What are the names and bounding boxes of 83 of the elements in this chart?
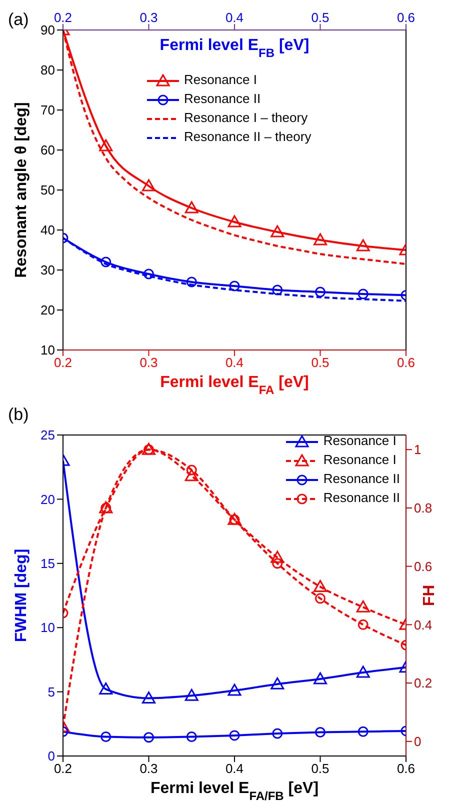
point	[99, 682, 113, 694]
point	[356, 239, 370, 252]
point	[186, 731, 197, 742]
point	[358, 288, 368, 300]
y-tick-label: 80	[40, 62, 55, 78]
y-tick-label: 20	[40, 492, 55, 507]
x-axis-title: Fermi level E$_{FA}$ [eV]	[160, 374, 309, 397]
x-axis-title: Fermi level E$_{FA/FB}$ [eV]	[150, 780, 319, 803]
y-tick-label: 70	[40, 102, 55, 118]
legend-label: Resonance I	[322, 432, 398, 450]
y-tick-label: 10	[40, 620, 55, 636]
y2-tick-label: 0.2	[414, 676, 432, 691]
point	[315, 593, 326, 604]
point	[358, 619, 368, 630]
y-tick-label: 50	[40, 182, 55, 198]
point	[228, 684, 242, 696]
legend-label: Resonance II	[183, 90, 262, 108]
legend-label: Resonance II	[322, 470, 400, 488]
y-tick-label: 10	[40, 342, 55, 358]
x-tick-label: 0.3	[140, 10, 158, 25]
point	[142, 691, 156, 704]
point	[272, 558, 283, 569]
point	[142, 179, 156, 192]
y-tick-label: 15	[40, 556, 55, 572]
x-tick-label: 0.2	[54, 761, 72, 776]
legend-label: Resonance II – theory	[183, 128, 312, 146]
point	[99, 139, 113, 152]
point	[272, 284, 283, 296]
x2-tick-label: 0.5	[311, 355, 330, 370]
x-tick-label: 0.5	[311, 10, 330, 25]
point	[228, 215, 242, 228]
point	[184, 688, 198, 701]
text: (a)	[8, 10, 29, 30]
text: (b)	[8, 405, 29, 425]
y-tick-label: 5	[48, 684, 55, 700]
legend-label: Resonance II	[322, 489, 400, 507]
x2-tick-label: 0.3	[140, 355, 158, 370]
x-tick-label: 0.3	[140, 761, 158, 776]
y-axis-title: Resonant angle θ [deg]	[13, 102, 30, 278]
y2-tick-label: 0	[414, 734, 422, 750]
point	[229, 280, 240, 292]
point	[184, 201, 198, 214]
point	[186, 276, 197, 288]
legend-label: Resonance I	[322, 451, 398, 469]
point	[314, 672, 327, 684]
legend-label: Resonance I	[183, 71, 258, 89]
x-tick-label: 0.5	[311, 761, 330, 776]
x2-tick-label: 0.6	[396, 355, 416, 370]
point	[144, 732, 154, 743]
x-tick-label: 0.4	[225, 761, 244, 776]
x-tick-label: 0.2	[54, 10, 72, 25]
point	[270, 677, 284, 690]
point	[272, 728, 283, 739]
x-tick-label: 0.6	[396, 761, 416, 776]
y2-tick-label: 1	[414, 442, 422, 458]
y2-tick-label: 0.6	[414, 558, 432, 574]
y2-axis-title: FH	[421, 584, 438, 606]
point	[358, 726, 368, 737]
y-tick-label: 25	[40, 428, 55, 443]
y-tick-label: 0	[48, 748, 55, 764]
y2-tick-label: 0.4	[414, 617, 432, 632]
legend-label: Resonance I – theory	[183, 109, 309, 127]
x2-tick-label: 0.2	[54, 355, 72, 370]
x2-axis-title: Fermi level E$_{FB}$ [eV]	[160, 37, 310, 60]
point	[356, 666, 370, 678]
point	[315, 726, 326, 738]
y-tick-label: 20	[40, 302, 55, 318]
x-tick-label: 0.6	[396, 10, 416, 25]
point	[270, 225, 284, 238]
y2-tick-label: 0.8	[414, 500, 432, 516]
point	[314, 233, 327, 246]
point	[100, 731, 112, 742]
y-axis-title: FWHM [deg]	[13, 548, 30, 642]
y-tick-label: 90	[40, 22, 55, 38]
y-tick-label: 30	[40, 262, 55, 278]
y-tick-label: 40	[40, 222, 55, 238]
x-tick-label: 0.4	[225, 10, 244, 25]
point	[144, 268, 154, 280]
x2-tick-label: 0.4	[225, 355, 244, 370]
point	[100, 256, 112, 268]
y-tick-label: 60	[40, 142, 55, 158]
point	[229, 730, 240, 741]
point	[315, 286, 326, 298]
